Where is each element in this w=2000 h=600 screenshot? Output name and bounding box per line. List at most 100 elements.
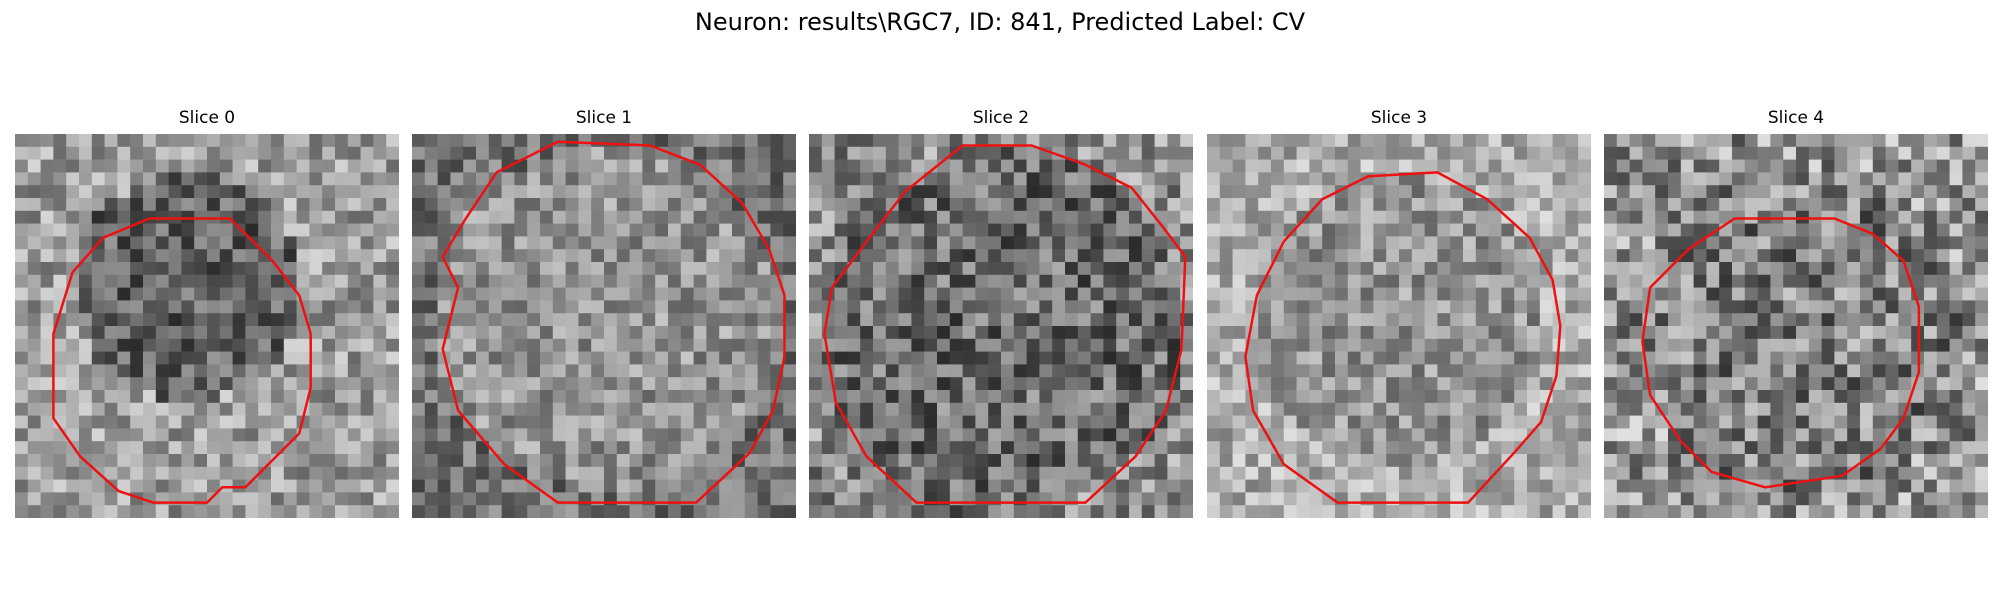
pixel-cell xyxy=(1924,364,1938,378)
pixel-cell xyxy=(1052,428,1066,442)
pixel-cell xyxy=(1706,479,1720,493)
pixel-cell xyxy=(219,466,233,480)
pixel-cell xyxy=(1309,441,1323,455)
pixel-cell xyxy=(1399,415,1413,429)
pixel-cell xyxy=(1975,428,1988,442)
pixel-cell xyxy=(1757,415,1771,429)
pixel-cell xyxy=(770,300,784,314)
pixel-cell xyxy=(1501,172,1515,186)
pixel-cell xyxy=(283,134,297,148)
pixel-cell xyxy=(1207,441,1221,455)
pixel-cell xyxy=(1616,377,1630,391)
pixel-cell xyxy=(40,441,54,455)
pixel-cell xyxy=(1207,454,1221,468)
pixel-cell xyxy=(783,402,796,416)
pixel-cell xyxy=(565,428,579,442)
pixel-cell xyxy=(1578,326,1591,340)
pixel-cell xyxy=(1706,505,1720,518)
pixel-cell xyxy=(15,236,29,250)
pixel-cell xyxy=(207,185,221,199)
pixel-cell xyxy=(104,249,118,263)
pixel-cell xyxy=(1949,159,1963,173)
pixel-cell xyxy=(1501,262,1515,276)
pixel-cell xyxy=(335,326,349,340)
pixel-cell xyxy=(680,390,694,404)
pixel-cell xyxy=(1898,159,1912,173)
pixel-cell xyxy=(1052,313,1066,327)
pixel-cell xyxy=(1463,287,1477,301)
pixel-cell xyxy=(1347,300,1361,314)
pixel-cell xyxy=(1860,351,1874,365)
pixel-cell xyxy=(655,428,669,442)
pixel-cell xyxy=(27,300,41,314)
pixel-cell xyxy=(1052,172,1066,186)
pixel-cell xyxy=(680,223,694,237)
pixel-cell xyxy=(271,402,285,416)
pixel-cell xyxy=(117,415,131,429)
pixel-cell xyxy=(1514,185,1528,199)
pixel-cell xyxy=(1501,146,1515,160)
pixel-cell xyxy=(604,146,618,160)
pixel-cell xyxy=(937,479,951,493)
pixel-cell xyxy=(1167,505,1181,518)
pixel-cell xyxy=(476,287,490,301)
pixel-cell xyxy=(488,351,502,365)
pixel-cell xyxy=(296,159,310,173)
pixel-cell xyxy=(1450,351,1464,365)
pixel-cell xyxy=(1347,146,1361,160)
pixel-cell xyxy=(1065,146,1079,160)
pixel-cell xyxy=(1077,454,1091,468)
pixel-cell xyxy=(450,198,464,212)
pixel-cell xyxy=(1463,249,1477,263)
pixel-cell xyxy=(1604,249,1618,263)
pixel-cell xyxy=(1399,428,1413,442)
pixel-cell xyxy=(834,236,848,250)
pixel-cell xyxy=(1013,441,1027,455)
pixel-cell xyxy=(1821,274,1835,288)
pixel-cell xyxy=(1271,185,1285,199)
pixel-cell xyxy=(1757,287,1771,301)
pixel-cell xyxy=(680,402,694,416)
pixel-cell xyxy=(232,198,246,212)
pixel-cell xyxy=(1539,364,1553,378)
pixel-cell xyxy=(1719,262,1733,276)
pixel-cell xyxy=(1565,159,1579,173)
pixel-cell xyxy=(680,505,694,518)
pixel-cell xyxy=(1757,454,1771,468)
pixel-cell xyxy=(1437,236,1451,250)
slice-image xyxy=(1604,134,1988,518)
pixel-cell xyxy=(1936,198,1950,212)
pixel-cell xyxy=(335,402,349,416)
pixel-cell xyxy=(117,210,131,224)
pixel-cell xyxy=(104,441,118,455)
pixel-cell xyxy=(271,479,285,493)
pixel-cell xyxy=(885,274,899,288)
pixel-cell xyxy=(1103,505,1117,518)
pixel-cell xyxy=(988,441,1002,455)
pixel-cell xyxy=(66,479,80,493)
pixel-cell xyxy=(949,159,963,173)
pixel-cell xyxy=(360,274,374,288)
pixel-cell xyxy=(937,441,951,455)
pixel-cell xyxy=(412,236,426,250)
pixel-cell xyxy=(1924,223,1938,237)
pixel-cell xyxy=(744,236,758,250)
pixel-cell xyxy=(66,402,80,416)
pixel-cell xyxy=(540,300,554,314)
pixel-cell xyxy=(143,441,157,455)
pixel-cell xyxy=(732,454,746,468)
pixel-cell xyxy=(1898,351,1912,365)
pixel-cell xyxy=(360,249,374,263)
pixel-cell xyxy=(53,274,67,288)
pixel-cell xyxy=(732,185,746,199)
pixel-cell xyxy=(168,351,182,365)
pixel-cell xyxy=(1655,390,1669,404)
pixel-cell xyxy=(642,172,656,186)
pixel-cell xyxy=(1450,428,1464,442)
pixel-cell xyxy=(130,505,144,518)
pixel-cell xyxy=(1207,415,1221,429)
pixel-cell xyxy=(1129,479,1143,493)
pixel-cell xyxy=(1475,492,1489,506)
pixel-cell xyxy=(1245,146,1259,160)
pixel-cell xyxy=(937,428,951,442)
